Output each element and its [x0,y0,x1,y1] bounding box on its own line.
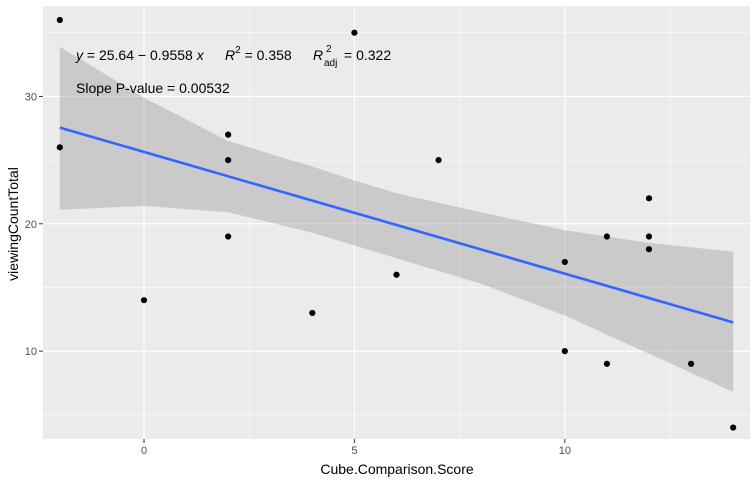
data-point [225,156,232,164]
data-point [561,258,568,266]
regression-line [59,126,734,324]
equation-equals: = [83,47,99,63]
data-point [435,156,442,164]
plot-panel [43,6,750,439]
r2adj-subscript: adj [324,58,337,69]
adjusted-r-squared: R [313,47,323,63]
data-point [561,348,568,355]
r-squared: R2 = 0.358 [225,45,292,63]
data-point [645,233,653,240]
data-point [56,16,63,24]
data-point [393,271,400,278]
x-axis-ticks: 0 5 10 [141,439,571,457]
data-point [645,195,653,202]
data-point [225,233,232,240]
y-tick-label: 30 [25,91,37,103]
data-point [645,246,653,253]
r2adj-value: = 0.322 [344,47,391,63]
data-point [603,233,611,240]
data-point [225,131,232,138]
y-tick-label: 20 [25,219,37,231]
data-point [140,297,148,304]
r2adj-superscript: 2 [326,44,332,55]
y-axis-title: viewingCountTotal [5,167,21,281]
data-point [603,360,611,367]
equation-x-var: x [196,47,205,63]
data-point [687,360,695,367]
r2-superscript: 2 [235,45,241,56]
r2-symbol: R [225,47,235,63]
data-point [351,29,358,36]
equation-y-var: y [75,47,84,63]
data-point [56,144,63,151]
r2-value: = 0.358 [245,47,292,63]
data-points [56,16,737,431]
data-point [730,424,737,431]
confidence-band [59,46,734,392]
y-tick-label: 10 [25,346,37,358]
r2adj-symbol: R [313,47,323,63]
x-axis-title: Cube.Comparison.Score [320,461,474,477]
x-tick-label: 5 [351,445,357,457]
equation-intercept: 25.64 [99,47,134,63]
x-tick-label: 0 [141,445,147,457]
slope-p-value: Slope P-value = 0.00532 [76,80,230,96]
y-axis-ticks: 10 20 30 [25,91,43,358]
regression-equation: y = 25.64 − 0.9558 x [75,47,205,63]
minor-gridlines [43,6,750,439]
x-tick-label: 10 [559,445,571,457]
equation-slope: 0.9558 [150,47,193,63]
data-point [309,309,316,317]
equation-minus: − [134,47,150,63]
